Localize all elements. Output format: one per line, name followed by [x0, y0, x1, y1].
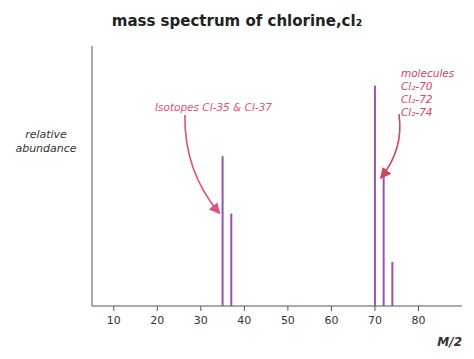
title: mass spectrum of chlorine,cl₂ — [112, 12, 362, 30]
x-tick-label: 70 — [368, 314, 382, 327]
x-tick — [157, 306, 158, 311]
x-tick-label: 10 — [107, 314, 121, 327]
bar — [222, 156, 224, 306]
annotation-line: molecules — [401, 67, 455, 79]
x-tick — [113, 306, 114, 311]
annotation: moleculesCl₂-70Cl₂-72Cl₂-74 — [401, 67, 455, 118]
x-tick-label: 20 — [150, 314, 164, 327]
annotation: Isotopes Cl-35 & Cl-37 — [155, 101, 272, 113]
x-tick-label: 30 — [194, 314, 208, 327]
x-tick — [200, 306, 201, 311]
bar — [391, 262, 393, 306]
x-tick — [244, 306, 245, 311]
annotation-line: Isotopes Cl-35 & Cl-37 — [155, 101, 272, 113]
x-tick — [287, 306, 288, 311]
y-axis-label-line: abundance — [15, 142, 76, 155]
annotation-arrow — [185, 115, 220, 213]
bar — [374, 86, 376, 306]
x-tick — [331, 306, 332, 311]
x-tick-label: 50 — [281, 314, 295, 327]
bar — [383, 169, 385, 306]
chart: mass spectrum of chlorine,cl₂ 10 20 30 40 50 6… — [0, 0, 474, 359]
x-axis-label: M/2 — [437, 335, 462, 349]
y-axis-label: relativeabundance — [15, 128, 76, 155]
x-axis-line — [92, 306, 462, 307]
annotation-line: Cl₂-70 — [401, 80, 433, 92]
x-tick-label: 60 — [324, 314, 338, 327]
annotation-arrow — [381, 114, 400, 178]
annotation-line: Cl₂-74 — [401, 106, 433, 118]
bar — [230, 213, 232, 306]
x-tick-label: 80 — [411, 314, 425, 327]
annotation-line: Cl₂-72 — [401, 93, 433, 105]
x-tick — [418, 306, 419, 311]
x-tick-label: 40 — [237, 314, 251, 327]
x-tick — [374, 306, 375, 311]
y-axis-label-line: relative — [25, 128, 67, 141]
y-axis-line — [92, 46, 93, 306]
